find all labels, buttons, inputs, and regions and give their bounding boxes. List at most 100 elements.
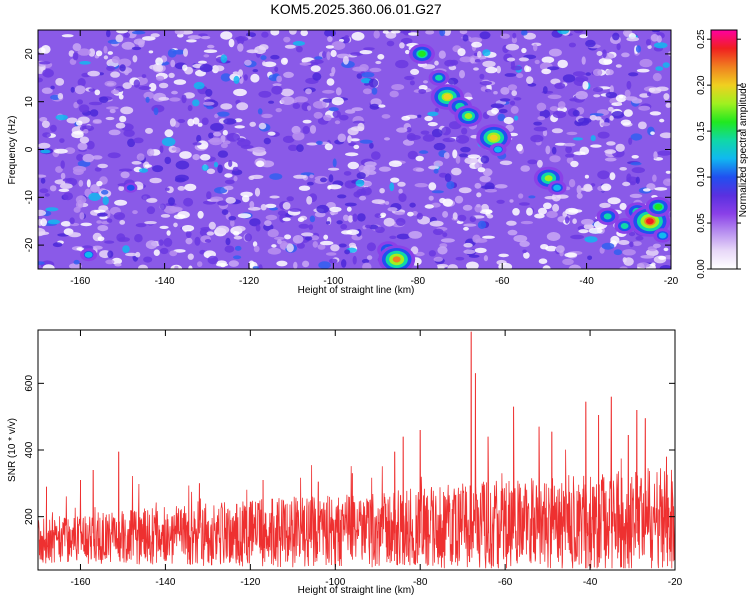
- spectrogram-cell: [540, 244, 549, 250]
- y-tick-label: 200: [24, 508, 35, 525]
- spectrogram-cell: [294, 96, 308, 103]
- spectrogram-cell: [390, 177, 400, 183]
- spectrogram-cell: [292, 235, 304, 244]
- spectrogram-cell: [477, 220, 487, 229]
- spectrogram-cell: [631, 167, 645, 174]
- spectrogram-cell: [377, 54, 385, 60]
- spectrogram-cell: [587, 255, 593, 261]
- spectrogram-cell: [391, 84, 405, 91]
- spectrogram-cell: [522, 249, 527, 254]
- spectrogram-cell: [541, 56, 555, 64]
- y-tick-label: 0: [24, 146, 35, 152]
- spectrogram-cell: [516, 73, 524, 79]
- spectrogram-cell: [419, 150, 429, 154]
- spectrogram-cell: [549, 106, 559, 112]
- spectrogram-cell: [228, 38, 235, 48]
- spectrogram-cell: [282, 217, 291, 222]
- spectrogram-cell: [371, 151, 381, 160]
- spectrogram-cell: [479, 81, 492, 86]
- spectrogram-cell: [523, 252, 530, 259]
- spectrogram-cell: [168, 72, 175, 78]
- spectrogram-cell: [359, 50, 373, 55]
- spectrogram-cell: [543, 202, 552, 210]
- spectrogram-cell: [268, 100, 275, 104]
- spectrogram-cell: [93, 209, 106, 213]
- spectrogram-cell: [131, 46, 142, 51]
- spectrogram-cell: [91, 245, 103, 250]
- spectrogram-cell: [55, 114, 68, 121]
- spectrogram-cell: [420, 130, 430, 135]
- spectrogram-cell: [467, 154, 481, 159]
- spectrogram-cell: [585, 39, 596, 48]
- spectrogram-cell: [473, 52, 479, 57]
- spectrogram-cell: [107, 250, 114, 258]
- snr-y-ticks: 200 400 600: [24, 375, 675, 525]
- x-tick-label: -120: [239, 276, 259, 287]
- spectrogram-cell: [192, 142, 202, 146]
- spectrogram-cell: [337, 194, 347, 199]
- spectrogram-cell: [563, 142, 576, 147]
- spectrogram-cell: [123, 32, 131, 38]
- spectrogram-cell: [298, 223, 310, 229]
- spectrogram-cell: [183, 48, 188, 57]
- spectrogram-cell: [378, 104, 386, 108]
- spectrogram-cell: [369, 67, 382, 73]
- spectrogram-cell: [187, 105, 193, 112]
- spectrogram-cell: [592, 87, 604, 92]
- spectrogram-cell: [605, 91, 617, 99]
- spectrogram-cell: [371, 199, 386, 205]
- spectrogram-cell: [512, 208, 520, 216]
- spectrogram-cell: [196, 134, 202, 143]
- spectrogram-cell: [243, 74, 248, 81]
- spectrogram-cell: [61, 34, 74, 38]
- spectrogram-cell: [249, 121, 256, 127]
- spectrogram-cell: [343, 214, 349, 221]
- spectrogram-y-axis-label: Frequency (Hz): [7, 116, 18, 185]
- spectrogram-cell: [477, 167, 486, 173]
- spectrogram-cell: [258, 44, 269, 51]
- spectrogram-cell: [658, 255, 666, 260]
- spectrogram-cell: [655, 66, 664, 71]
- spectrogram-cell: [582, 81, 589, 90]
- spectrogram-cell: [520, 165, 530, 172]
- spectrogram-cell: [396, 127, 408, 133]
- spectrogram-cell: [468, 254, 480, 258]
- spectrogram-cell: [447, 264, 458, 269]
- spectrogram-cell: [252, 69, 259, 73]
- spectrogram-cell: [132, 55, 138, 63]
- spectrogram-cell: [85, 140, 95, 150]
- spectrogram-cell: [106, 106, 119, 110]
- spectrogram-cell: [107, 51, 114, 55]
- spectrogram-cell: [221, 209, 229, 216]
- spectrogram-cell: [578, 117, 592, 124]
- spectrogram-cell: [271, 244, 277, 248]
- spectrogram-cell: [224, 245, 235, 253]
- spectrogram-cell: [428, 195, 434, 201]
- spectrogram-cell: [119, 115, 127, 123]
- spectrogram-cell: [148, 50, 154, 54]
- spectrogram-cell: [255, 160, 265, 168]
- spectrogram-cell: [442, 232, 448, 238]
- spectrogram-cell: [322, 51, 327, 58]
- spectrogram-cell: [177, 119, 186, 123]
- spectrogram-cell: [457, 214, 467, 222]
- spectrogram-cell: [283, 36, 291, 43]
- spectrogram-cell: [425, 30, 435, 35]
- spectrogram-cell: [570, 160, 579, 168]
- spectrogram-cell: [264, 220, 272, 227]
- spectrogram-cell: [121, 41, 135, 50]
- spectrogram-cell: [38, 174, 47, 178]
- spectrogram-cell: [120, 106, 134, 115]
- spectrogram-cell: [207, 255, 219, 265]
- spectrogram-cell: [632, 241, 642, 247]
- spectrogram-cell: [171, 90, 178, 95]
- spectrogram-cell: [328, 174, 334, 183]
- spectrogram-cell: [458, 187, 472, 194]
- spectrogram-cell: [651, 262, 656, 267]
- spectrogram-cell: [327, 36, 333, 42]
- spectrogram-cell: [528, 195, 536, 199]
- spectrogram-cell: [215, 225, 230, 234]
- spectrogram-cell: [156, 64, 164, 72]
- spectrogram-cell: [331, 41, 346, 50]
- spectrogram-cell: [213, 65, 225, 72]
